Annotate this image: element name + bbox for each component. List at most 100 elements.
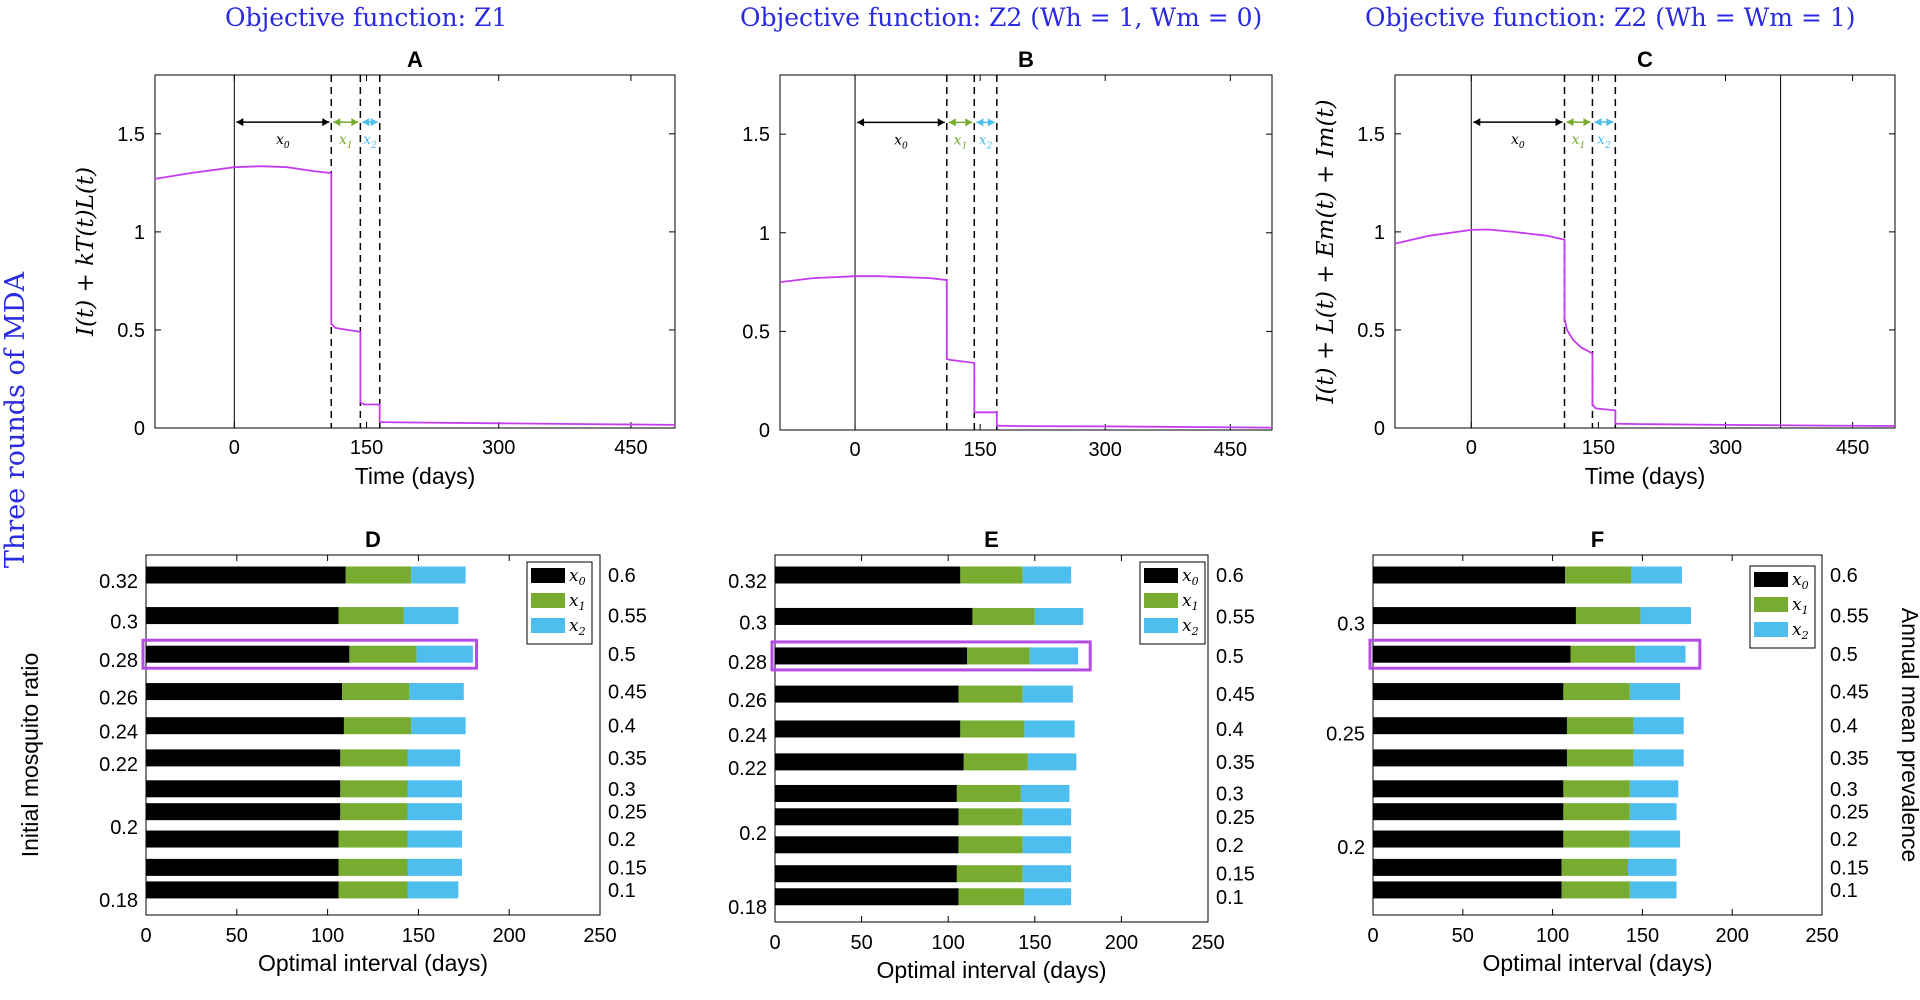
left-tick-label: 0.2 [1337,837,1365,859]
bar-x0-0.2 [146,830,339,848]
panel-b: B 0 0.5 1 1.5 0 150 300 450 x0 x1 x2 [742,47,1273,461]
x-tick-label: 0 [229,437,240,459]
right-tick-label: 0.55 [1830,606,1869,628]
bar-x2-0.3 [407,780,462,798]
right-tick-label: 0.4 [1216,719,1244,741]
right-tick-label: 0.2 [608,829,636,851]
y-tick-label: 0.5 [117,320,145,342]
arrow-head-right [322,118,330,127]
bar-x0-0.45 [1373,683,1564,701]
legend-label-x2: x2 [1792,620,1809,642]
arrow-head-right [1555,118,1563,127]
y-tick-label: 1.5 [117,124,145,146]
right-tick-label: 0.35 [608,748,647,770]
x-tick-label: 50 [1452,925,1474,947]
y-tick-label: 0 [1374,418,1385,440]
arrow-head-left [1473,118,1481,127]
y-tick-label: 1 [134,222,145,244]
bar-x0-0.2 [775,836,959,854]
prevalence-curve [154,165,676,426]
right-tick-label: 0.1 [1216,887,1244,909]
panel-title: D [365,527,381,552]
bar-x0-0.25 [146,803,341,821]
bar-x0-0.5 [146,645,350,663]
arrow-head-right [987,118,995,127]
interval-label-x2: x2 [1597,132,1611,151]
bar-x1-0.3 [340,780,408,798]
bar-x1-0.15 [338,858,408,876]
bar-x1-0.2 [1563,830,1630,848]
y-tick-label: 0 [759,420,770,442]
x-tick-label: 150 [402,925,435,947]
left-tick-label: 0.26 [99,688,138,710]
bar-x2-0.6 [1631,566,1682,584]
legend-label-x1: x1 [1182,591,1199,613]
plot-frame [154,74,676,429]
right-tick-label: 0.25 [608,802,647,824]
x-tick-label: 50 [226,925,248,947]
x-axis-label: Optimal interval (days) [258,950,488,976]
interval-label-x0: x0 [276,132,290,151]
arrow-head-left [236,118,244,127]
right-tick-label: 0.45 [1830,682,1869,704]
bar-x1-0.6 [1565,566,1632,584]
panel-title: F [1591,527,1604,552]
bar-x0-0.1 [1373,881,1562,899]
right-tick-label: 0.6 [1830,565,1858,587]
left-tick-label: 0.32 [728,571,767,593]
plot-frame [779,74,1273,431]
bar-x1-0.1 [1561,881,1630,899]
bar-x0-0.25 [1373,803,1564,821]
bar-x0-0.5 [1373,645,1571,663]
arrow-head-right [370,118,378,127]
bar-x1-0.45 [342,683,410,701]
x-axis-label: Optimal interval (days) [1482,950,1712,976]
bar-x2-0.3 [1629,780,1679,798]
left-tick-label: 0.28 [728,652,767,674]
row-label: Three rounds of MDA [0,271,31,568]
arrow-head-right [1583,118,1591,127]
panel-c: C 0 0.5 1 1.5 0 150 300 450 Time (days) I(t) + L(t… [1313,47,1896,489]
highlight-box [1368,638,1702,670]
legend-label-x2: x2 [569,616,586,638]
arrow-head-left [333,118,341,127]
left-tick-label: 0.32 [99,571,138,593]
arrow-head-left [976,118,984,127]
x-axis-label: Optimal interval (days) [876,957,1106,983]
bar-x0-0.15 [775,865,957,883]
right-tick-label: 0.4 [608,716,636,738]
x-tick-label: 300 [1709,437,1742,459]
bar-x0-0.4 [1373,717,1567,735]
interval-label-x2: x2 [363,132,377,151]
plot-frame [1372,554,1823,916]
x-tick-label: 0 [849,439,860,461]
bar-x1-0.35 [1566,749,1634,767]
bar-x0-0.35 [775,753,964,771]
bar-x1-0.25 [1563,803,1630,821]
bar-x0-0.2 [1373,830,1564,848]
left-tick-label: 0.25 [1326,724,1365,746]
bar-x2-0.35 [1027,753,1077,771]
legend-label-x0: x0 [1792,570,1809,592]
left-tick-label: 0.24 [728,725,767,747]
bar-x2-0.4 [1024,720,1075,738]
right-tick-label: 0.25 [1216,807,1255,829]
right-tick-label: 0.1 [608,880,636,902]
panel-f: F 0 50 100 150 200 250 Optimal interval (days) A… [1326,527,1920,976]
arrow-head-left [362,118,370,127]
y-tick-label: 1.5 [742,124,770,146]
legend: x0 x1 x2 [526,561,593,645]
bar-x1-0.5 [967,647,1030,665]
right-tick-label: 0.15 [1830,857,1869,879]
bar-x0-0.1 [775,888,959,906]
bar-x2-0.35 [1633,749,1684,767]
bar-x0-0.45 [146,683,343,701]
bar-x1-0.3 [956,784,1021,802]
highlight-box [141,638,479,670]
legend-swatch-x2 [1144,618,1178,633]
legend-swatch-x0 [1754,572,1788,587]
x-tick-label: 0 [1466,437,1477,459]
bar-x0-0.55 [775,607,973,625]
bar-x2-0.25 [407,803,462,821]
bar-x0-0.45 [775,685,959,703]
